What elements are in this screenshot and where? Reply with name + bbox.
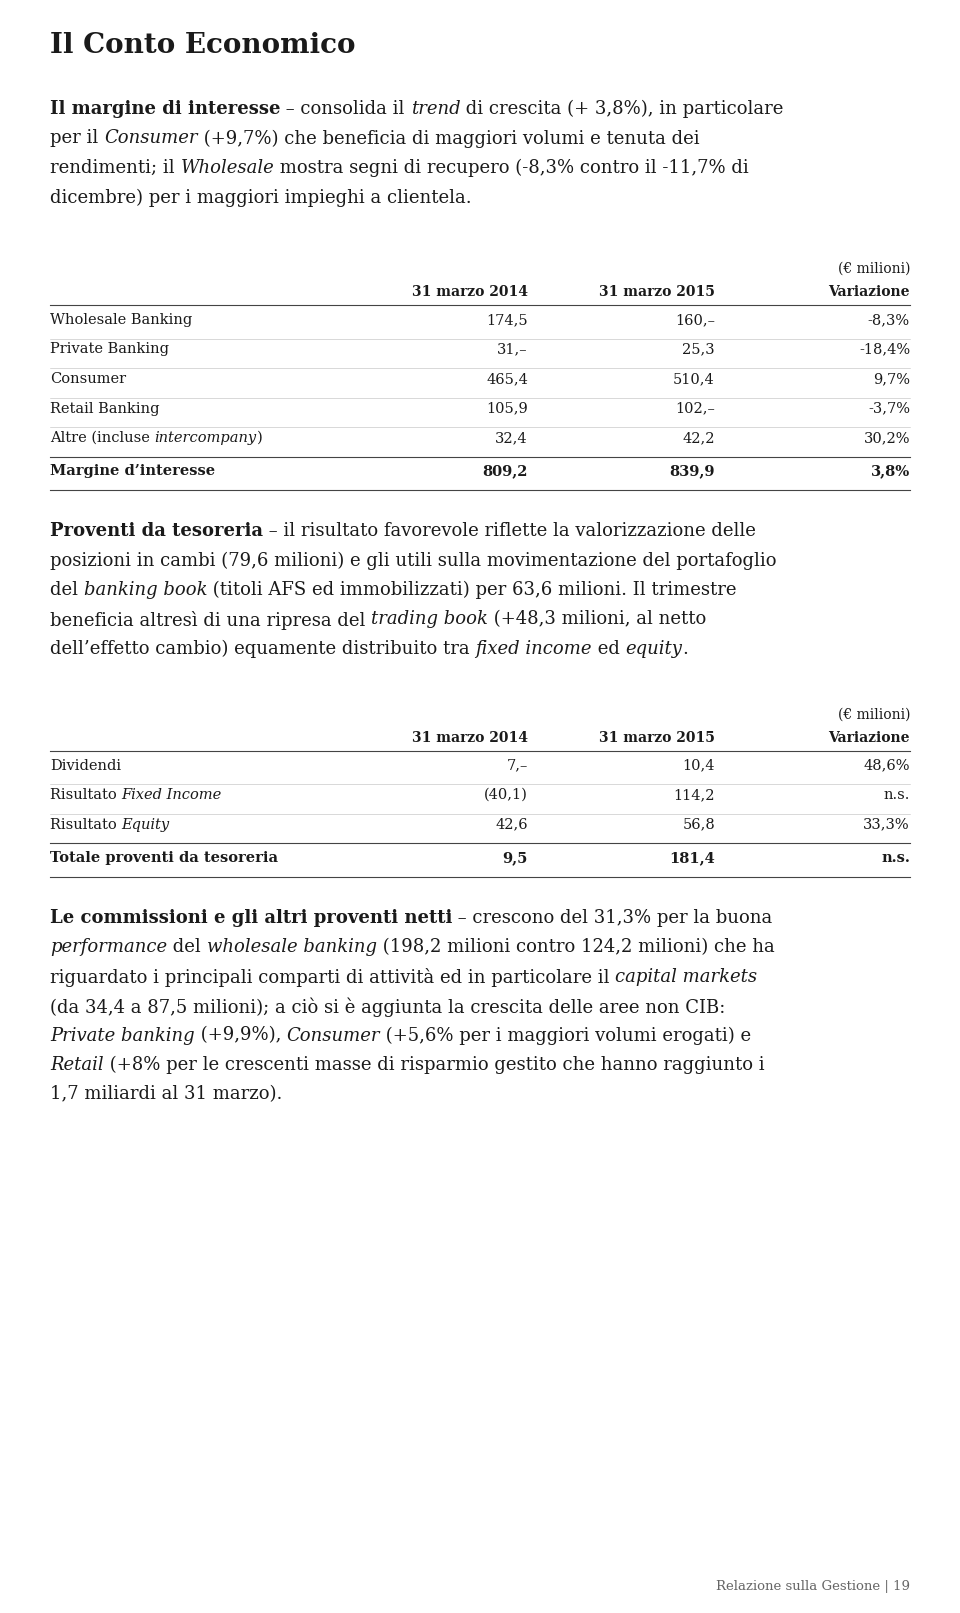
Text: Retail Banking: Retail Banking [50,402,159,416]
Text: Il margine di interesse: Il margine di interesse [50,100,280,118]
Text: 181,4: 181,4 [669,852,715,865]
Text: dell’effetto cambio) equamente distribuito tra: dell’effetto cambio) equamente distribui… [50,640,475,658]
Text: beneficia altresì di una ripresa del: beneficia altresì di una ripresa del [50,610,372,629]
Text: performance: performance [50,939,167,957]
Text: Private banking: Private banking [50,1026,195,1045]
Text: 510,4: 510,4 [673,373,715,386]
Text: 809,2: 809,2 [483,465,528,479]
Text: trend: trend [411,100,460,118]
Text: Equity: Equity [121,818,170,831]
Text: 31,–: 31,– [497,342,528,356]
Text: Altre (incluse: Altre (incluse [50,431,155,445]
Text: (€ milioni): (€ milioni) [837,708,910,721]
Text: Consumer: Consumer [50,373,126,386]
Text: 9,7%: 9,7% [873,373,910,386]
Text: Proventi da tesoreria: Proventi da tesoreria [50,523,263,540]
Text: (+5,6% per i maggiori volumi erogati) e: (+5,6% per i maggiori volumi erogati) e [380,1026,752,1045]
Text: Risultato: Risultato [50,818,121,831]
Text: Il Conto Economico: Il Conto Economico [50,32,355,60]
Text: trading book: trading book [372,610,488,629]
Text: (+8% per le crescenti masse di risparmio gestito che hanno raggiunto i: (+8% per le crescenti masse di risparmio… [104,1057,764,1074]
Text: 32,4: 32,4 [495,431,528,445]
Text: 42,6: 42,6 [495,818,528,831]
Text: per il: per il [50,129,104,147]
Text: ): ) [256,431,262,445]
Text: 9,5: 9,5 [503,852,528,865]
Text: 56,8: 56,8 [683,818,715,831]
Text: mostra segni di recupero (-8,3% contro il -11,7% di: mostra segni di recupero (-8,3% contro i… [275,160,749,177]
Text: 114,2: 114,2 [674,789,715,802]
Text: Variazione: Variazione [828,286,910,298]
Text: -8,3%: -8,3% [868,313,910,327]
Text: Margine d’interesse: Margine d’interesse [50,465,215,479]
Text: 839,9: 839,9 [669,465,715,479]
Text: – consolida il: – consolida il [280,100,411,118]
Text: Risultato: Risultato [50,789,121,802]
Text: Le commissioni e gli altri proventi netti: Le commissioni e gli altri proventi nett… [50,908,452,926]
Text: del: del [50,581,84,598]
Text: Fixed Income: Fixed Income [121,789,222,802]
Text: 42,2: 42,2 [683,431,715,445]
Text: 31 marzo 2014: 31 marzo 2014 [412,731,528,745]
Text: Variazione: Variazione [828,731,910,745]
Text: Wholesale Banking: Wholesale Banking [50,313,192,327]
Text: -18,4%: -18,4% [859,342,910,356]
Text: (40,1): (40,1) [484,789,528,802]
Text: 10,4: 10,4 [683,758,715,773]
Text: 25,3: 25,3 [683,342,715,356]
Text: n.s.: n.s. [881,852,910,865]
Text: dicembre) per i maggiori impieghi a clientela.: dicembre) per i maggiori impieghi a clie… [50,189,471,206]
Text: 3,8%: 3,8% [871,465,910,479]
Text: 105,9: 105,9 [487,402,528,416]
Text: Retail: Retail [50,1057,104,1074]
Text: .: . [683,640,688,658]
Text: 31 marzo 2015: 31 marzo 2015 [599,731,715,745]
Text: Private Banking: Private Banking [50,342,169,356]
Text: Consumer: Consumer [104,129,198,147]
Text: 31 marzo 2014: 31 marzo 2014 [412,286,528,298]
Text: posizioni in cambi (79,6 milioni) e gli utili sulla movimentazione del portafogl: posizioni in cambi (79,6 milioni) e gli … [50,552,777,569]
Text: – il risultato favorevole riflette la valorizzazione delle: – il risultato favorevole riflette la va… [263,523,756,540]
Text: n.s.: n.s. [883,789,910,802]
Text: (da 34,4 a 87,5 milioni); a ciò si è aggiunta la crescita delle aree non CIB:: (da 34,4 a 87,5 milioni); a ciò si è agg… [50,997,726,1016]
Text: 465,4: 465,4 [486,373,528,386]
Text: – crescono del 31,3% per la buona: – crescono del 31,3% per la buona [452,908,773,926]
Text: banking book: banking book [84,581,207,598]
Text: 33,3%: 33,3% [863,818,910,831]
Text: 31 marzo 2015: 31 marzo 2015 [599,286,715,298]
Text: 160,–: 160,– [675,313,715,327]
Text: (+48,3 milioni, al netto: (+48,3 milioni, al netto [488,610,707,629]
Text: 102,–: 102,– [675,402,715,416]
Text: di crescita (+ 3,8%), in particolare: di crescita (+ 3,8%), in particolare [460,100,783,118]
Text: ed: ed [592,640,626,658]
Text: Consumer: Consumer [287,1026,380,1045]
Text: (€ milioni): (€ milioni) [837,261,910,276]
Text: rendimenti; il: rendimenti; il [50,160,180,177]
Text: 174,5: 174,5 [487,313,528,327]
Text: Totale proventi da tesoreria: Totale proventi da tesoreria [50,852,278,865]
Text: equity: equity [626,640,683,658]
Text: Wholesale: Wholesale [180,160,275,177]
Text: Relazione sulla Gestione | 19: Relazione sulla Gestione | 19 [716,1581,910,1594]
Text: 1,7 miliardi al 31 marzo).: 1,7 miliardi al 31 marzo). [50,1086,282,1103]
Text: 7,–: 7,– [507,758,528,773]
Text: 48,6%: 48,6% [863,758,910,773]
Text: -3,7%: -3,7% [868,402,910,416]
Text: capital markets: capital markets [615,968,757,986]
Text: riguardato i principali comparti di attività ed in particolare il: riguardato i principali comparti di atti… [50,968,615,987]
Text: wholesale banking: wholesale banking [206,939,376,957]
Text: (+9,7%) che beneficia di maggiori volumi e tenuta dei: (+9,7%) che beneficia di maggiori volumi… [198,129,699,148]
Text: intercompany: intercompany [155,431,256,445]
Text: del: del [167,939,206,957]
Text: (titoli AFS ed immobilizzati) per 63,6 milioni. Il trimestre: (titoli AFS ed immobilizzati) per 63,6 m… [207,581,736,600]
Text: (198,2 milioni contro 124,2 milioni) che ha: (198,2 milioni contro 124,2 milioni) che… [376,939,775,957]
Text: 30,2%: 30,2% [863,431,910,445]
Text: (+9,9%),: (+9,9%), [195,1026,287,1045]
Text: Dividendi: Dividendi [50,758,121,773]
Text: fixed income: fixed income [475,640,592,658]
